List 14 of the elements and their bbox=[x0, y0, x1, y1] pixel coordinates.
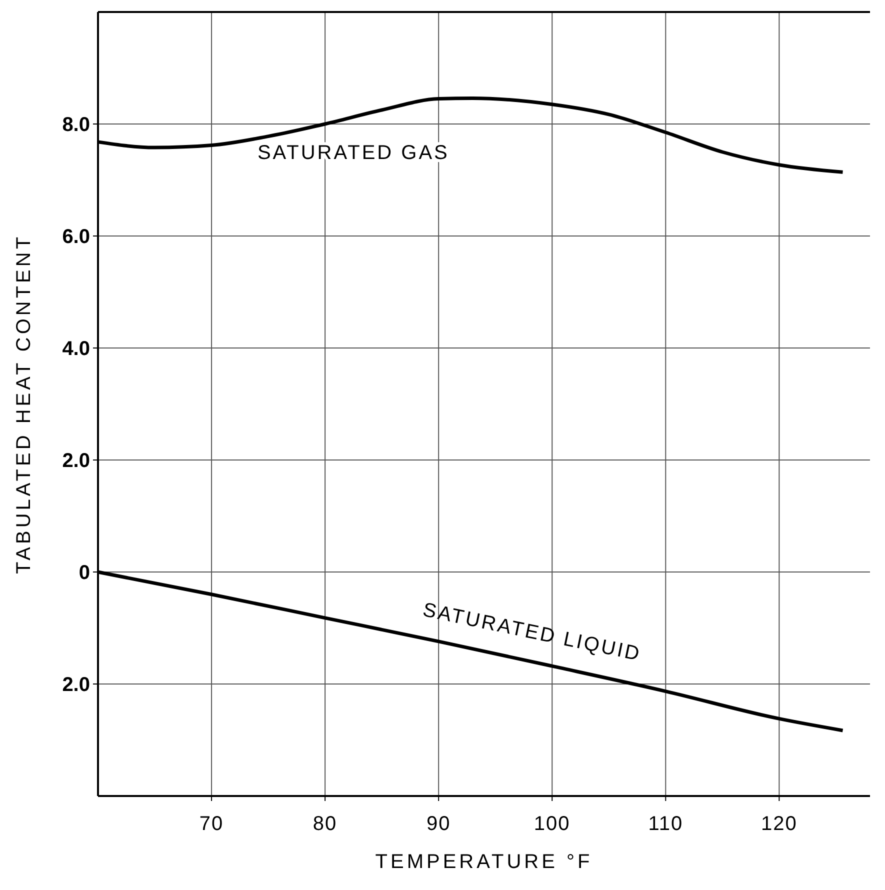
x-tick-label: 120 bbox=[760, 813, 798, 835]
y-tick-label: 0 bbox=[78, 562, 90, 584]
x-axis-title: TEMPERATURE °F bbox=[375, 851, 593, 873]
y-tick-label: 8.0 bbox=[62, 114, 90, 136]
x-tick-label: 100 bbox=[534, 813, 570, 835]
x-tick-label: 90 bbox=[426, 813, 451, 835]
y-axis-title: TABULATED HEAT CONTENT bbox=[13, 234, 35, 574]
y-tick-label: 4.0 bbox=[62, 338, 90, 360]
y-tick-label: 2.0 bbox=[62, 450, 90, 472]
x-tick-label: 80 bbox=[312, 813, 338, 835]
x-tick-label: 70 bbox=[199, 813, 224, 835]
y-tick-label: 6.0 bbox=[62, 226, 90, 248]
x-tick-label: 110 bbox=[648, 813, 684, 835]
y-tick-label: 2.0 bbox=[62, 674, 90, 696]
